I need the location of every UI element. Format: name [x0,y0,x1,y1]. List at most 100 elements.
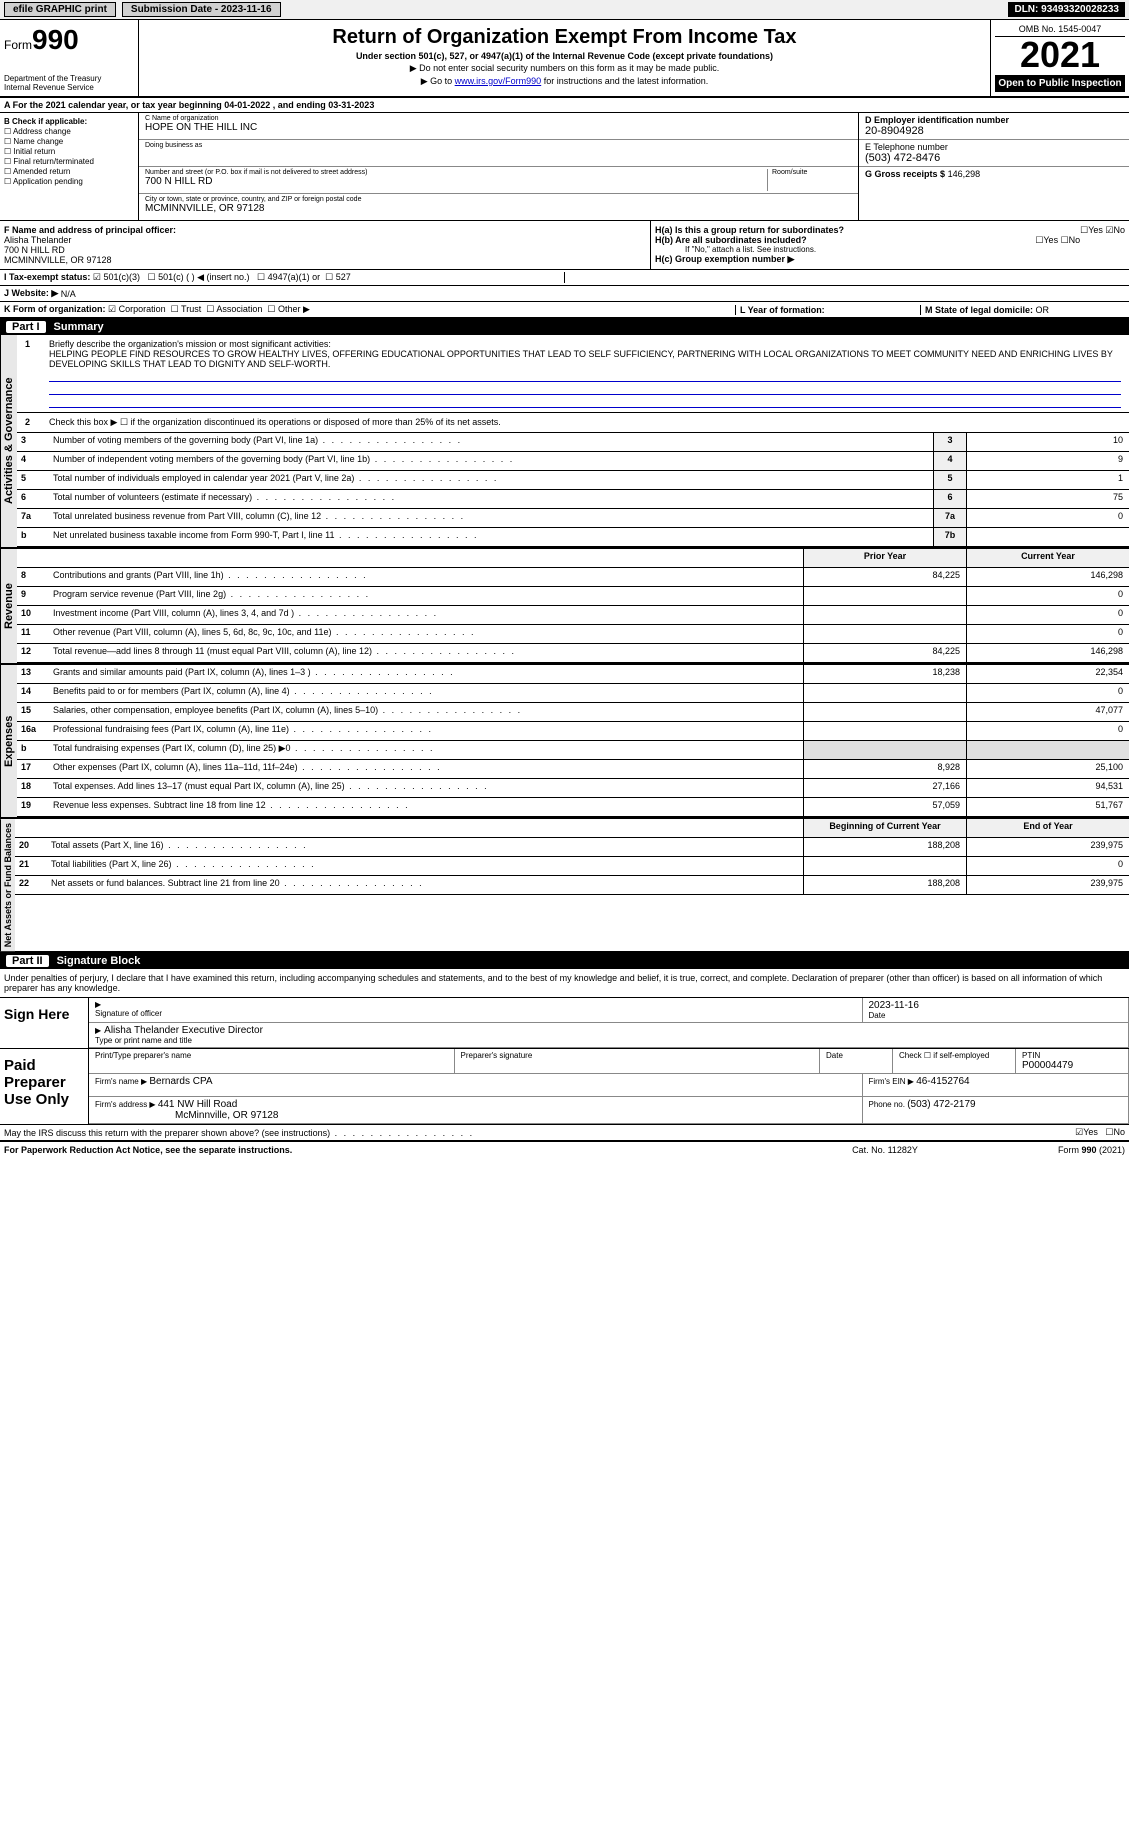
chk-initial-return[interactable]: Initial return [4,147,134,156]
ein-value: 20-8904928 [865,125,924,137]
section-governance: Activities & Governance 1 Briefly descri… [0,335,1129,549]
gov-row: 5Total number of individuals employed in… [17,471,1129,490]
section-f: F Name and address of principal officer:… [0,221,651,269]
mission-text: HELPING PEOPLE FIND RESOURCES TO GROW HE… [49,349,1113,369]
preparer-signature-field[interactable]: Preparer's signature [455,1049,821,1073]
chk-assoc[interactable]: Association [206,304,262,314]
part1-num: Part I [6,321,46,333]
section-j: J Website: ▶ N/A [0,286,1129,302]
chk-corp[interactable]: Corporation [108,304,166,314]
room-label: Room/suite [772,169,852,176]
form-number-block: Form990 [4,24,134,56]
chk-other[interactable]: Other ▶ [267,304,310,314]
ssn-note: ▶ Do not enter social security numbers o… [143,63,986,74]
city-label: City or town, state or province, country… [145,196,852,203]
irs-link[interactable]: www.irs.gov/Form990 [455,76,542,86]
chk-4947[interactable]: 4947(a)(1) or [257,272,320,282]
data-row: 18Total expenses. Add lines 13–17 (must … [17,779,1129,798]
dept-irs: Internal Revenue Service [4,83,134,92]
self-employed-check[interactable]: Check ☐ if self-employed [893,1049,1016,1073]
state-domicile: OR [1036,305,1050,315]
ein-label: D Employer identification number [865,115,1009,125]
sign-here-row: Sign Here Signature of officer 2023-11-1… [0,998,1129,1049]
section-revenue: Revenue Prior Year Current Year 8Contrib… [0,549,1129,665]
paid-preparer-label: Paid Preparer Use Only [0,1049,89,1124]
firm-address-field: Firm's address ▶ 441 NW Hill Road McMinn… [89,1097,863,1123]
data-row: 9Program service revenue (Part VIII, lin… [17,587,1129,606]
website-value: N/A [61,289,76,299]
chk-name-change[interactable]: Name change [4,137,134,146]
submission-date-label: Submission Date - 2023-11-16 [122,2,281,17]
section-c: C Name of organization HOPE ON THE HILL … [139,113,858,220]
line2-checkbox: 2 Check this box ▶ ☐ if the organization… [17,413,1129,433]
officer-addr1: 700 N HILL RD [4,245,65,255]
gov-row: bNet unrelated business taxable income f… [17,528,1129,547]
paperwork-notice: For Paperwork Reduction Act Notice, see … [4,1145,825,1155]
section-expenses: Expenses 13Grants and similar amounts pa… [0,665,1129,819]
chk-application-pending[interactable]: Application pending [4,177,134,186]
data-row: 14Benefits paid to or for members (Part … [17,684,1129,703]
form-word: Form [4,38,32,52]
vert-expenses: Expenses [0,665,17,817]
section-h: H(a) Is this a group return for subordin… [651,221,1129,269]
data-row: 21Total liabilities (Part X, line 26)0 [15,857,1129,876]
vert-revenue: Revenue [0,549,17,663]
section-deg: D Employer identification number 20-8904… [858,113,1129,220]
chk-527[interactable]: 527 [325,272,351,282]
header-left: Form990 Department of the Treasury Inter… [0,20,139,96]
phone-value: (503) 472-8476 [865,152,940,164]
part1-header: Part I Summary [0,319,1129,335]
ptin-field: PTINP00004479 [1016,1049,1129,1073]
org-name: HOPE ON THE HILL INC [145,122,257,133]
officer-printed-name: Alisha Thelander Executive Director Type… [89,1023,1129,1047]
header-right: OMB No. 1545-0047 2021 Open to Public In… [990,20,1129,96]
data-row: 22Net assets or fund balances. Subtract … [15,876,1129,895]
dept-treasury: Department of the Treasury [4,74,134,83]
data-row: 12Total revenue—add lines 8 through 11 (… [17,644,1129,663]
data-row: 17Other expenses (Part IX, column (A), l… [17,760,1129,779]
header-center: Return of Organization Exempt From Incom… [139,20,990,96]
section-b: B Check if applicable: Address change Na… [0,113,139,220]
paid-preparer-row: Paid Preparer Use Only Print/Type prepar… [0,1049,1129,1125]
gov-row: 4Number of independent voting members of… [17,452,1129,471]
chk-amended[interactable]: Amended return [4,167,134,176]
vert-governance: Activities & Governance [0,335,17,547]
signature-date-field: 2023-11-16 Date [863,998,1129,1022]
firm-phone-field: Phone no. (503) 472-2179 [863,1097,1129,1123]
dba-label: Doing business as [145,142,852,149]
chk-address-change[interactable]: Address change [4,127,134,136]
officer-addr2: MCMINNVILLE, OR 97128 [4,255,112,265]
data-row: 13Grants and similar amounts paid (Part … [17,665,1129,684]
phone-label: E Telephone number [865,142,948,152]
gross-receipts-label: G Gross receipts $ [865,169,945,179]
form-title: Return of Organization Exempt From Incom… [143,26,986,49]
revenue-header-row: Prior Year Current Year [17,549,1129,568]
data-row: 11Other revenue (Part VIII, column (A), … [17,625,1129,644]
street-label: Number and street (or P.O. box if mail i… [145,169,767,176]
chk-501c3[interactable]: 501(c)(3) [93,272,140,282]
form-number: 990 [32,24,79,55]
gov-row: 3Number of voting members of the governi… [17,433,1129,452]
data-row: 19Revenue less expenses. Subtract line 1… [17,798,1129,817]
gov-row: 6Total number of volunteers (estimate if… [17,490,1129,509]
officer-signature-field[interactable]: Signature of officer [89,998,863,1022]
form-header: Form990 Department of the Treasury Inter… [0,20,1129,98]
data-row: 8Contributions and grants (Part VIII, li… [17,568,1129,587]
discuss-row: May the IRS discuss this return with the… [0,1125,1129,1141]
firm-name-field: Firm's name ▶ Bernards CPA [89,1074,863,1096]
line1-mission: 1 Briefly describe the organization's mi… [17,335,1129,413]
gov-row: 7aTotal unrelated business revenue from … [17,509,1129,528]
data-row: 16aProfessional fundraising fees (Part I… [17,722,1129,741]
officer-name: Alisha Thelander [4,235,71,245]
city-value: MCMINNVILLE, OR 97128 [145,203,265,214]
preparer-name-field[interactable]: Print/Type preparer's name [89,1049,455,1073]
chk-501c[interactable]: 501(c) ( ) ◀ (insert no.) [147,272,249,282]
chk-trust[interactable]: Trust [171,304,202,314]
org-name-label: C Name of organization [145,115,852,122]
chk-final-return[interactable]: Final return/terminated [4,157,134,166]
street-value: 700 N HILL RD [145,176,212,187]
vert-net-assets: Net Assets or Fund Balances [0,819,15,951]
data-row: 10Investment income (Part VIII, column (… [17,606,1129,625]
preparer-date-field[interactable]: Date [820,1049,893,1073]
entity-block: B Check if applicable: Address change Na… [0,113,1129,221]
